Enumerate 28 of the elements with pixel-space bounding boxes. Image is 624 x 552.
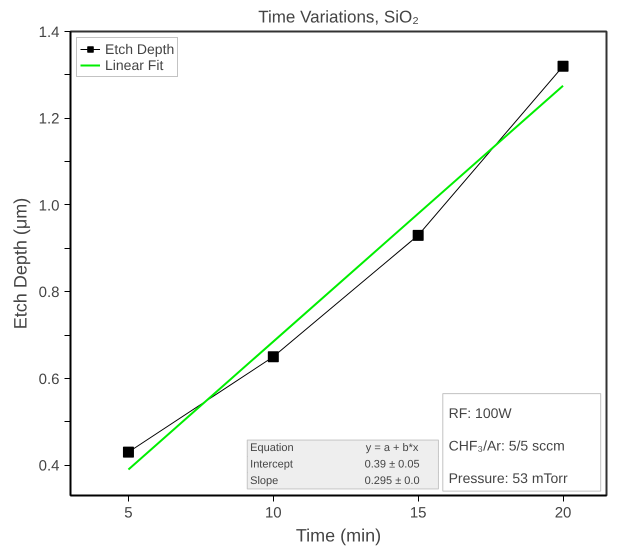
y-tick-label: 0.4: [38, 458, 60, 475]
x-tick-label: 15: [410, 504, 427, 522]
point: [268, 351, 279, 362]
point: [558, 60, 569, 72]
y-tick-label: 0.8: [38, 284, 60, 302]
y-tick-label: 0.6: [38, 370, 60, 388]
annotation: 0.295 ± 0.0: [364, 474, 420, 487]
annotation: Intercept: [250, 458, 293, 470]
annotation: Pressure: 53 mTorr: [448, 470, 568, 486]
annotation: y = a + b*x: [366, 442, 419, 454]
x-axis-title: Time (min): [296, 526, 382, 546]
annotation: CHF₃/Ar: 5/5 sccm: [448, 438, 565, 454]
y-tick-label: 1.0: [38, 197, 60, 214]
chart-title: Time Variations, SiO₂: [258, 8, 419, 26]
legend-label: Etch Depth: [105, 41, 174, 57]
y-tick-label: 1.4: [38, 24, 60, 41]
x-tick-label: 20: [554, 504, 572, 522]
annotation: Slope: [250, 474, 278, 487]
legend-label: Linear Fit: [105, 57, 164, 73]
point: [412, 230, 424, 241]
y-axis-title: Etch Depth (μm): [10, 198, 31, 330]
x-tick-label: 5: [124, 504, 133, 522]
annotation: RF: 100W: [448, 405, 512, 422]
y-tick-label: 1.2: [38, 110, 60, 128]
annotation: 0.39 ± 0.05: [364, 458, 420, 470]
point: [122, 446, 134, 458]
annotation: Equation: [250, 442, 294, 454]
x-tick-label: 10: [264, 504, 282, 522]
